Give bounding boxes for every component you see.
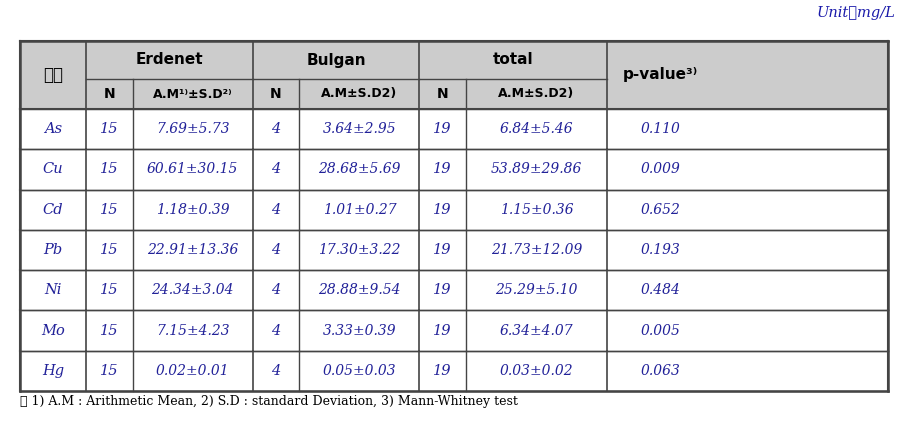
Text: 19: 19 [433,283,452,297]
Bar [20,310,887,351]
Text: Erdenet: Erdenet [136,52,203,68]
Text: 0.03±0.02: 0.03±0.02 [499,364,573,378]
Text: 21.73±12.09: 21.73±12.09 [490,243,581,257]
Text: N: N [270,87,281,101]
Bar [20,270,887,310]
Text: 60.61±30.15: 60.61±30.15 [147,163,238,177]
Text: 15: 15 [100,243,118,257]
Bar [20,230,887,270]
Text: 구분: 구분 [43,66,63,84]
Text: Hg: Hg [42,364,64,378]
Text: A.M±S.D2): A.M±S.D2) [497,88,574,101]
Text: 19: 19 [433,364,452,378]
Text: 24.34±3.04: 24.34±3.04 [151,283,234,297]
Text: 19: 19 [433,163,452,177]
Bar [20,351,887,391]
Text: 22.91±13.36: 22.91±13.36 [147,243,238,257]
Bar [20,109,887,149]
Text: 17.30±3.22: 17.30±3.22 [318,243,400,257]
Text: 19: 19 [433,203,452,217]
Text: Bulgan: Bulgan [306,52,365,68]
Text: ※ 1) A.M : Arithmetic Mean, 2) S.D : standard Deviation, 3) Mann-Whitney test: ※ 1) A.M : Arithmetic Mean, 2) S.D : sta… [20,395,517,408]
Text: 1.01±0.27: 1.01±0.27 [322,203,395,217]
Text: 19: 19 [433,324,452,337]
Bar [20,149,887,190]
Text: 28.88±9.54: 28.88±9.54 [318,283,400,297]
Text: Cu: Cu [43,163,63,177]
Text: 0.02±0.01: 0.02±0.01 [156,364,230,378]
Text: A.M¹⁾±S.D²⁾: A.M¹⁾±S.D²⁾ [153,88,232,101]
Text: N: N [104,87,115,101]
Text: 4: 4 [271,163,281,177]
Text: 15: 15 [100,364,118,378]
Text: 0.484: 0.484 [640,283,680,297]
Text: 15: 15 [100,283,118,297]
Text: 15: 15 [100,203,118,217]
Text: Unit：mg/L: Unit：mg/L [815,6,894,20]
Text: N: N [436,87,448,101]
Text: p-value³⁾: p-value³⁾ [622,68,698,82]
Text: 6.84±5.46: 6.84±5.46 [499,122,573,136]
Text: As: As [44,122,62,136]
Text: 3.33±0.39: 3.33±0.39 [322,324,395,337]
Text: 1.15±0.36: 1.15±0.36 [499,203,573,217]
Text: 25.29±5.10: 25.29±5.10 [495,283,577,297]
Text: 0.009: 0.009 [640,163,680,177]
Text: 0.110: 0.110 [640,122,680,136]
Text: A.M±S.D2): A.M±S.D2) [321,88,397,101]
Text: 19: 19 [433,243,452,257]
Text: 15: 15 [100,122,118,136]
Text: 15: 15 [100,163,118,177]
Text: 53.89±29.86: 53.89±29.86 [490,163,581,177]
Text: 4: 4 [271,243,281,257]
Text: Ni: Ni [45,283,62,297]
Text: 0.063: 0.063 [640,364,680,378]
Text: 1.18±0.39: 1.18±0.39 [156,203,230,217]
Bar [20,41,887,109]
Text: 19: 19 [433,122,452,136]
Text: 3.64±2.95: 3.64±2.95 [322,122,395,136]
Text: 0.193: 0.193 [640,243,680,257]
Text: 4: 4 [271,324,281,337]
Text: 0.652: 0.652 [640,203,680,217]
Text: 6.34±4.07: 6.34±4.07 [499,324,573,337]
Text: 4: 4 [271,122,281,136]
Text: Mo: Mo [41,324,65,337]
Text: 7.15±4.23: 7.15±4.23 [156,324,230,337]
Bar [20,190,887,230]
Text: total: total [492,52,533,68]
Text: 0.05±0.03: 0.05±0.03 [322,364,395,378]
Text: 28.68±5.69: 28.68±5.69 [318,163,400,177]
Text: 4: 4 [271,364,281,378]
Text: Cd: Cd [43,203,63,217]
Text: 4: 4 [271,203,281,217]
Text: 0.005: 0.005 [640,324,680,337]
Text: 4: 4 [271,283,281,297]
Text: Pb: Pb [44,243,63,257]
Text: 15: 15 [100,324,118,337]
Text: 7.69±5.73: 7.69±5.73 [156,122,230,136]
